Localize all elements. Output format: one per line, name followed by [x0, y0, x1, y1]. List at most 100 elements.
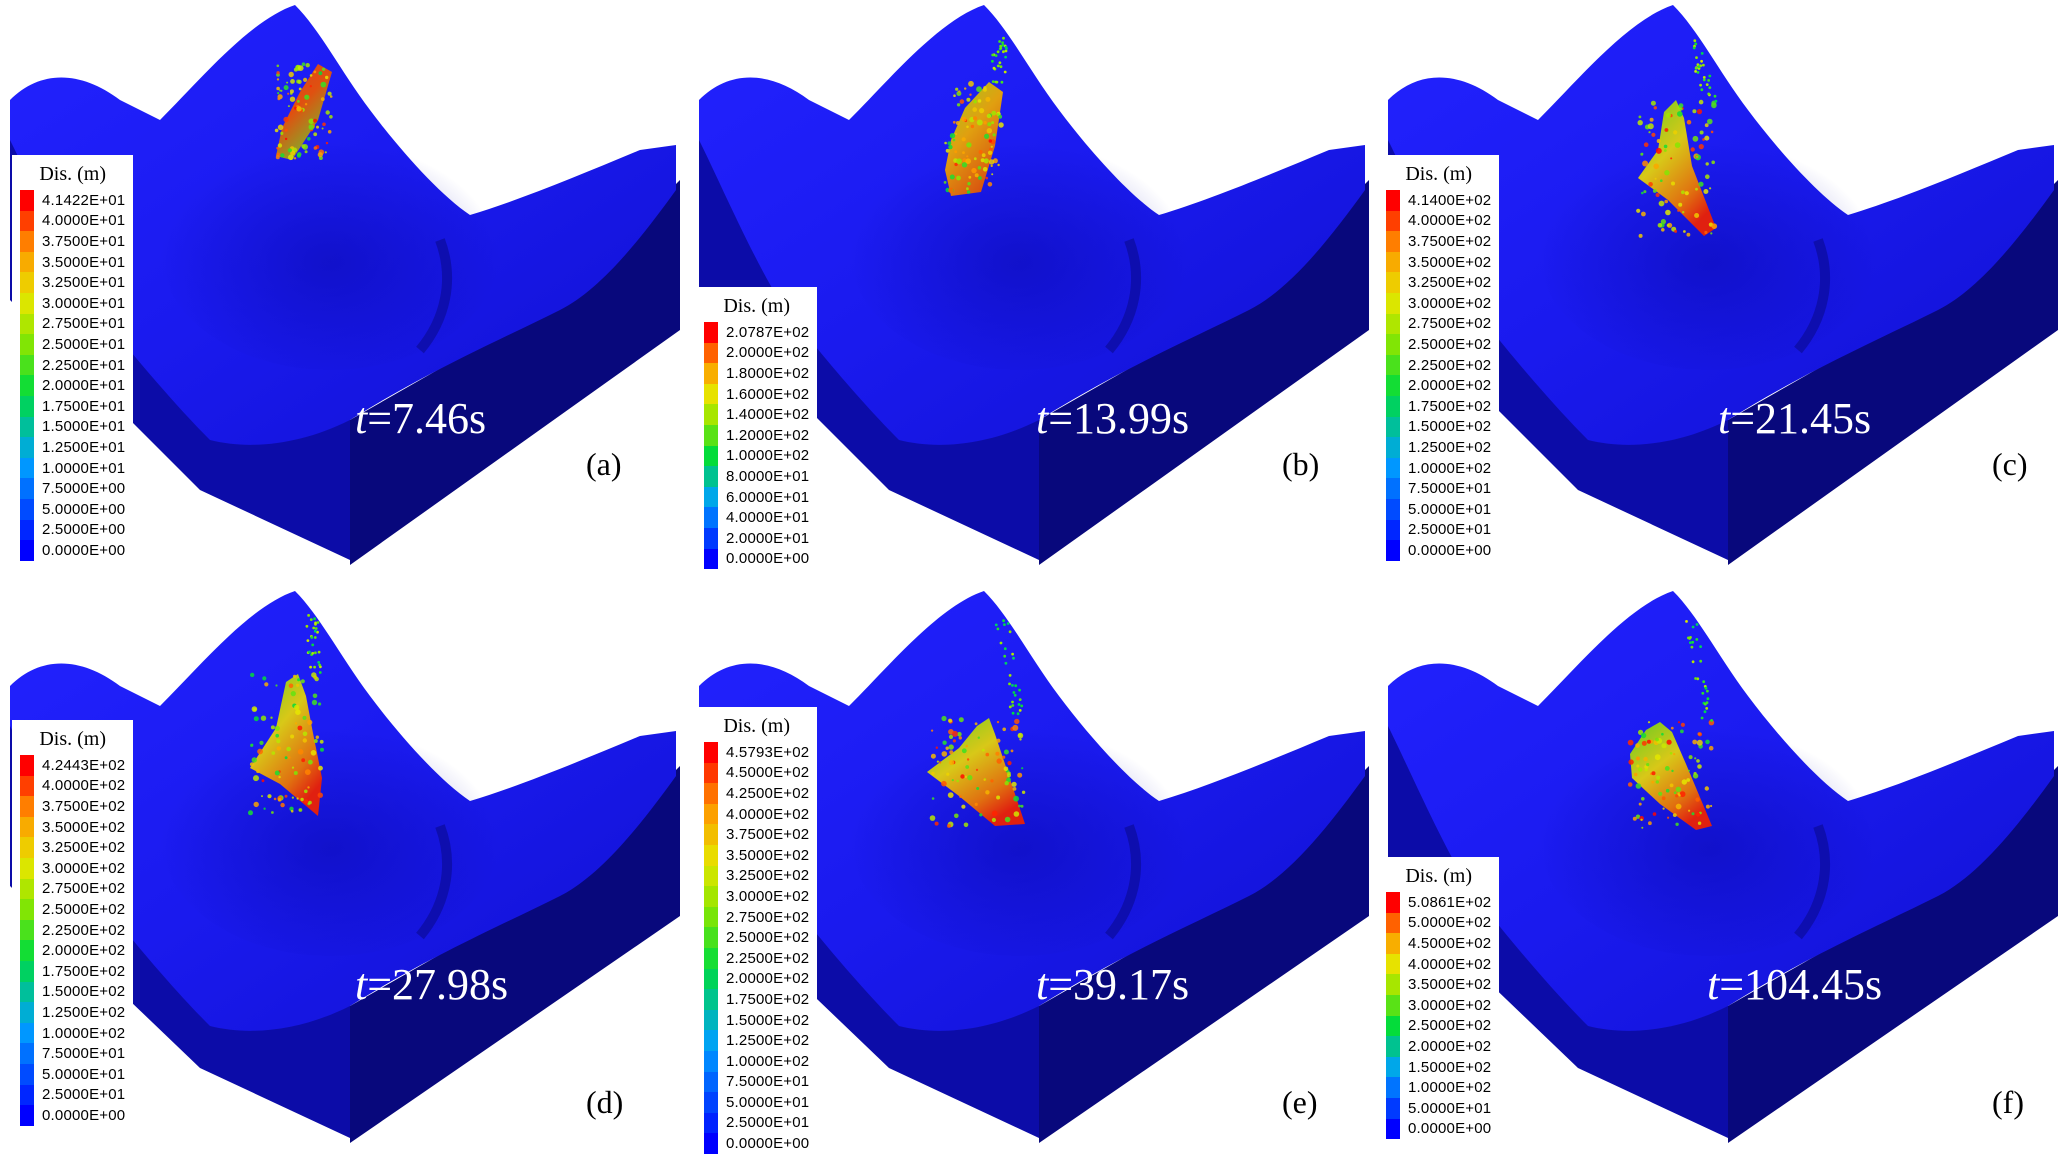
river-channel	[1105, 824, 1142, 940]
debris-particle	[996, 64, 1000, 68]
time-stamp: t=27.98s	[355, 959, 508, 1010]
legend-swatch	[1386, 953, 1400, 975]
debris-particle	[994, 54, 998, 57]
valley-shading	[849, 716, 1189, 956]
legend-value: 4.0000E+02	[1408, 212, 1492, 230]
legend-swatch	[704, 383, 718, 405]
legend-value: 0.0000E+00	[726, 550, 810, 568]
legend-value: 1.0000E+01	[42, 459, 126, 477]
time-value: =13.99s	[1048, 394, 1190, 443]
legend-row: 1.2500E+02	[20, 1002, 125, 1023]
legend-value: 1.8000E+02	[726, 364, 810, 382]
legend-value: 5.0000E+00	[42, 500, 126, 518]
legend-row: 5.0000E+02	[1386, 912, 1491, 934]
legend-value: 1.7500E+02	[1408, 397, 1492, 415]
legend-swatch	[20, 457, 34, 479]
valley-shading	[1538, 716, 1878, 956]
debris-particle	[1705, 83, 1709, 86]
legend-swatch	[20, 354, 34, 376]
legend-value: 3.0000E+02	[726, 887, 810, 905]
debris-deposit	[943, 36, 1008, 196]
debris-particle	[309, 618, 313, 621]
river-channel	[1794, 824, 1831, 940]
debris-particle	[1002, 50, 1005, 54]
river-channel	[1105, 238, 1142, 354]
debris-particle	[996, 627, 1000, 631]
legend-swatch	[20, 375, 34, 396]
legend-title: Dis. (m)	[723, 295, 790, 317]
debris-particle	[1008, 630, 1012, 634]
legend-value: 2.5000E+01	[42, 1086, 126, 1104]
debris-particle	[995, 80, 999, 84]
legend-value: 7.5000E+01	[726, 1073, 810, 1091]
legend-row: 0.0000E+00	[1386, 1118, 1492, 1140]
legend-value: 4.0000E+01	[726, 509, 810, 527]
legend-value: 3.7500E+02	[1408, 232, 1492, 250]
legend-row: 7.5000E+01	[20, 1043, 125, 1064]
debris-deposit	[1627, 620, 1715, 830]
debris-particle	[1689, 641, 1692, 644]
legend-swatch	[20, 190, 34, 211]
legend-swatch	[704, 1009, 718, 1031]
legend-row: 1.0000E+02	[704, 445, 809, 467]
legend-value: 2.5000E+02	[726, 929, 810, 947]
legend-value: 3.5000E+02	[726, 846, 810, 864]
legend-value: 0.0000E+00	[1408, 1120, 1492, 1138]
legend-value: 1.5000E+02	[1408, 1058, 1492, 1076]
debris-particle	[308, 650, 311, 654]
legend-value: 2.0000E+01	[726, 529, 810, 547]
debris-particle	[1691, 625, 1695, 629]
legend-swatch	[704, 762, 718, 784]
time-stamp: t=21.45s	[1718, 393, 1871, 444]
legend-row: 0.0000E+00	[20, 1105, 125, 1126]
debris-particle	[1006, 622, 1010, 625]
legend-swatch	[20, 1002, 34, 1023]
legend-row: 2.5000E+02	[20, 899, 125, 920]
legend-swatch	[20, 1063, 34, 1085]
legend-row: 5.0000E+01	[704, 1092, 809, 1113]
debris-particle	[996, 50, 1000, 54]
legend-title: Dis. (m)	[39, 163, 106, 185]
debris-particle	[1004, 45, 1008, 49]
legend-swatch	[1386, 292, 1400, 314]
time-value: =39.17s	[1048, 960, 1190, 1009]
legend-row: 2.5000E+02	[1386, 334, 1491, 355]
legend-row: 4.1400E+02	[1386, 190, 1491, 211]
color-legend: Dis. (m) 5.0861E+02 5.0000E+02 4.5000E+02 4.…	[1378, 857, 1500, 1146]
legend-swatch	[1386, 334, 1400, 355]
debris-particle	[1002, 619, 1005, 623]
legend-row: 1.5000E+01	[20, 416, 125, 438]
debris-particle	[991, 80, 995, 83]
legend-swatch	[20, 540, 34, 561]
legend-value: 1.7500E+01	[42, 397, 126, 415]
debris-particle	[1695, 638, 1699, 641]
panel-f	[1378, 578, 2067, 1156]
debris-particle	[1004, 49, 1008, 53]
debris-particle	[1700, 59, 1703, 63]
legend-value: 2.5000E+02	[1408, 335, 1492, 353]
legend-row: 2.2500E+01	[20, 354, 125, 376]
legend-value: 2.0000E+02	[726, 970, 810, 988]
terrain-model-image	[10, 591, 680, 1143]
debris-particle	[318, 671, 322, 674]
legend-row: 1.7500E+02	[1386, 395, 1492, 417]
legend-row: 1.7500E+02	[20, 960, 126, 982]
legend-value: 3.5000E+02	[42, 818, 126, 836]
legend-swatch	[1386, 498, 1400, 520]
legend-value: 4.1422E+01	[42, 191, 126, 209]
time-variable: t	[355, 960, 368, 1009]
legend-row: 2.2500E+02	[20, 919, 125, 941]
debris-particle	[1012, 691, 1016, 694]
legend-value: 7.5000E+01	[42, 1045, 126, 1063]
legend-swatch	[20, 416, 34, 438]
legend-value: 7.5000E+00	[42, 480, 126, 498]
legend-row: 3.7500E+02	[20, 796, 125, 817]
legend-value: 1.7500E+02	[42, 962, 126, 980]
time-variable: t	[1718, 394, 1731, 443]
legend-value: 3.7500E+02	[726, 826, 810, 844]
legend-swatch	[20, 313, 34, 335]
legend-row: 1.5000E+02	[1386, 1056, 1492, 1078]
debris-particle	[1018, 688, 1021, 692]
legend-value: 1.0000E+02	[42, 1024, 126, 1042]
legend-swatch	[20, 1022, 34, 1044]
